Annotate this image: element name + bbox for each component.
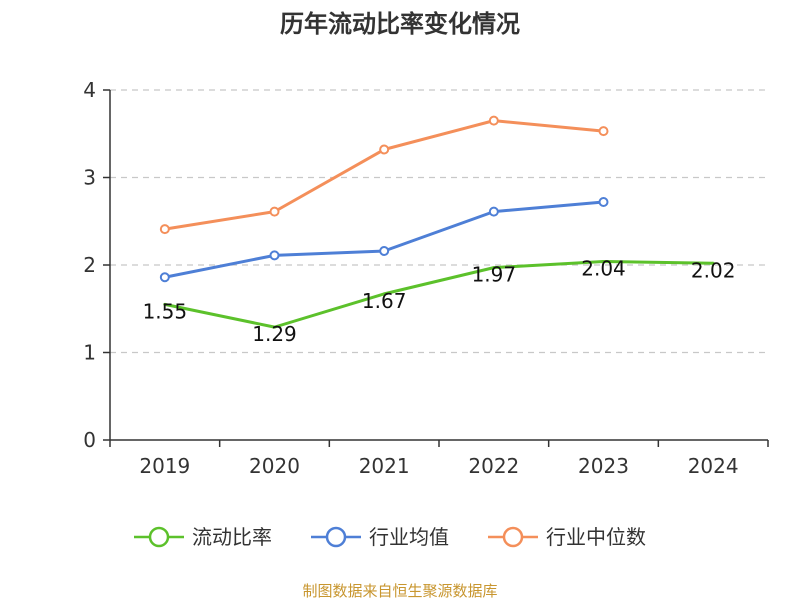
- data-point[interactable]: [269, 250, 280, 261]
- y-tick-label: 1: [83, 341, 96, 365]
- chart-title: 历年流动比率变化情况: [280, 10, 520, 38]
- data-label: 1.97: [472, 263, 517, 287]
- data-label: 2.02: [691, 258, 736, 282]
- data-point[interactable]: [159, 272, 170, 283]
- series-group: [159, 115, 715, 329]
- data-label: 1.67: [362, 289, 407, 313]
- legend-label: 流动比率: [192, 525, 272, 549]
- data-point[interactable]: [488, 115, 499, 126]
- legend-label: 行业均值: [369, 525, 449, 549]
- y-tick-label: 4: [83, 78, 96, 102]
- legend-label: 行业中位数: [546, 525, 646, 549]
- legend-item-2[interactable]: 行业中位数: [488, 525, 646, 549]
- x-tick-label: 2023: [578, 454, 629, 478]
- y-tick-label: 2: [83, 253, 96, 277]
- data-label: 2.04: [581, 257, 626, 281]
- y-tick-label: 0: [83, 428, 96, 452]
- data-label: 1.55: [143, 299, 188, 323]
- data-point[interactable]: [598, 126, 609, 137]
- data-point[interactable]: [273, 325, 276, 329]
- x-tick-label: 2019: [139, 454, 190, 478]
- data-point[interactable]: [711, 261, 715, 265]
- data-point[interactable]: [598, 197, 609, 207]
- series-line-2: [164, 119, 604, 231]
- source-note: 制图数据来自恒生聚源数据库: [302, 582, 497, 600]
- data-point[interactable]: [163, 302, 167, 306]
- data-point[interactable]: [602, 260, 605, 263]
- data-point[interactable]: [159, 224, 170, 235]
- data-point[interactable]: [488, 206, 499, 217]
- legend-marker-icon: [502, 526, 524, 548]
- data-label: 1.29: [252, 322, 297, 346]
- legend-item-1[interactable]: 行业均值: [311, 525, 449, 549]
- data-point[interactable]: [269, 206, 280, 217]
- legend-marker-icon: [148, 526, 170, 548]
- series-line-0: [164, 260, 714, 329]
- data-point[interactable]: [379, 246, 390, 256]
- legend-item-0[interactable]: 流动比率: [134, 525, 272, 549]
- axes: 0 1 2 3 4 2019 2020 2021 2022 2023 2024: [83, 78, 769, 478]
- data-labels: 1.55 1.29 1.67 1.97 2.04 2.02: [143, 257, 736, 347]
- y-tick-label: 3: [83, 166, 96, 190]
- data-point[interactable]: [492, 266, 496, 270]
- legend[interactable]: 流动比率 行业均值 行业中位数: [134, 525, 646, 549]
- x-tick-label: 2020: [249, 454, 300, 478]
- data-point[interactable]: [382, 292, 386, 296]
- legend-marker-icon: [325, 526, 347, 548]
- x-tick-label: 2021: [359, 454, 410, 478]
- x-tick-label: 2024: [688, 454, 739, 478]
- data-point[interactable]: [379, 144, 390, 155]
- x-tick-label: 2022: [468, 454, 519, 478]
